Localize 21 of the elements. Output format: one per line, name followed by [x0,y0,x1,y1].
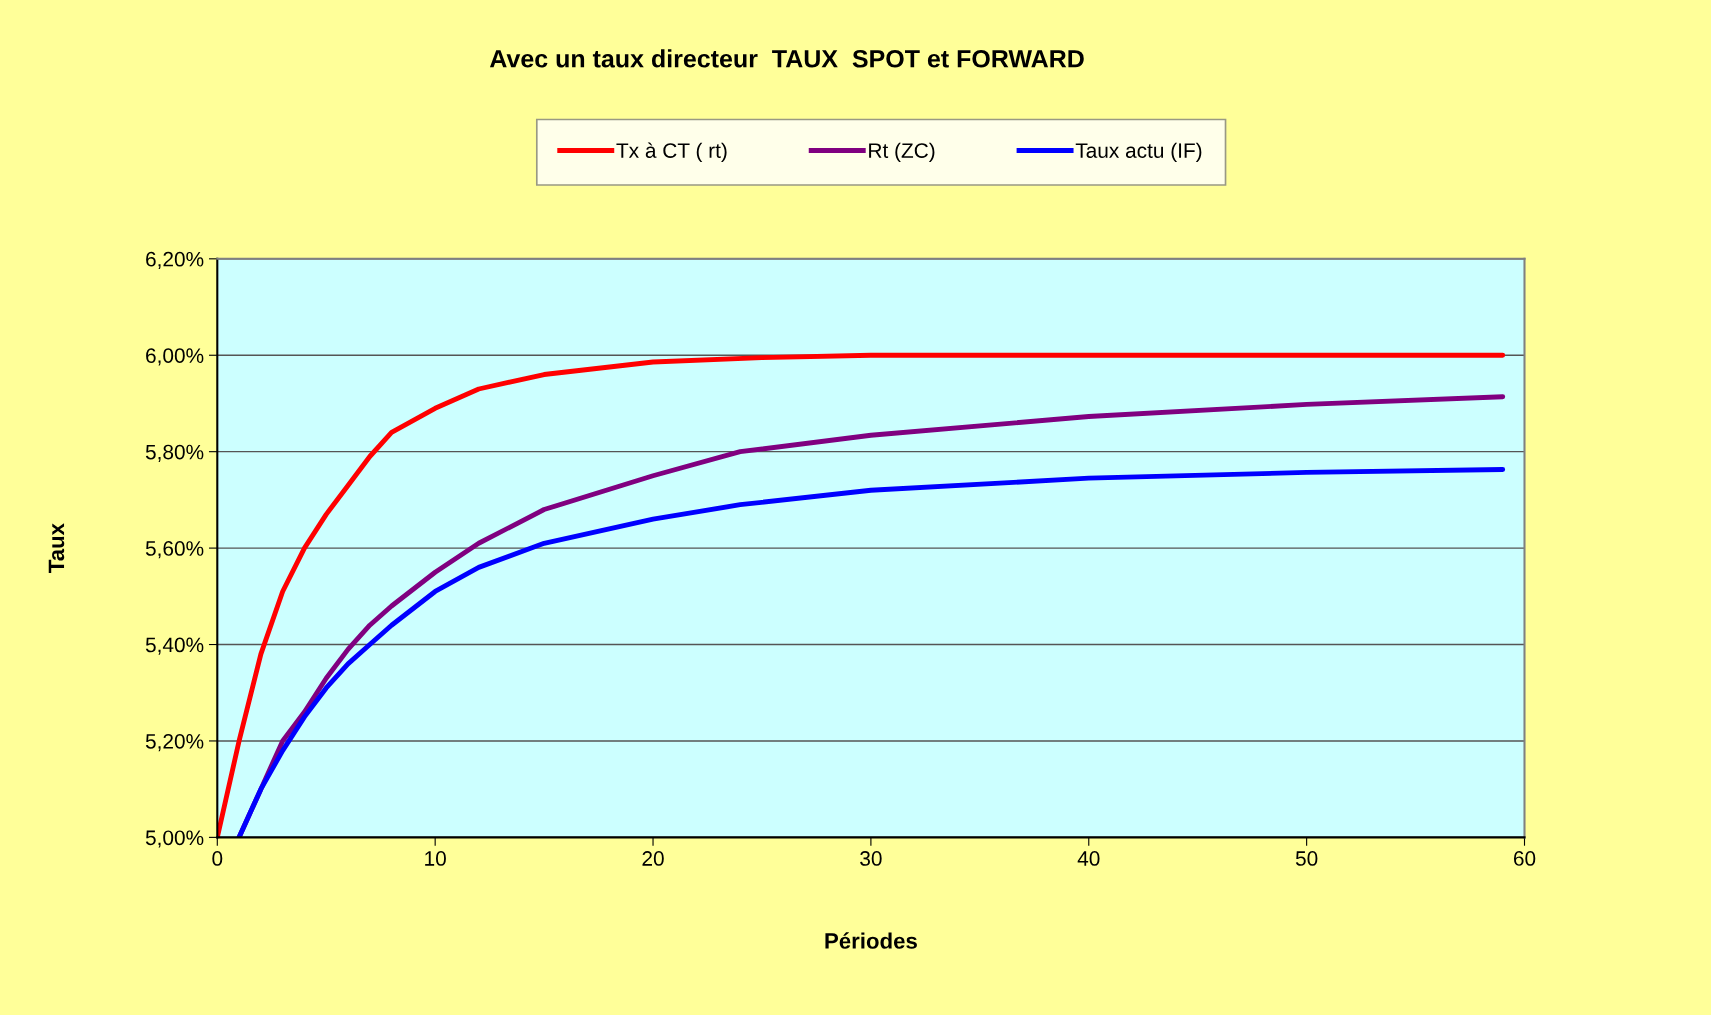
x-tick-label: 30 [860,851,882,866]
y-tick-label: 5,00% [145,830,204,848]
legend-label: Taux actu (IF) [1075,142,1202,163]
y-tick-label: 5,60% [145,541,204,559]
legend-label: Tx à CT ( rt) [616,142,727,163]
legend-label: Rt (ZC) [869,142,935,163]
x-tick-label: 20 [642,851,664,866]
chart-title: Avec un taux directeur TAUX SPOT et FORWARD [489,49,1084,68]
x-axis-title: Périodes [825,932,917,949]
x-tick-label: 40 [1077,851,1100,866]
x-tick-label: 10 [425,851,446,866]
y-tick-label: 6,20% [146,251,204,270]
y-axis-title: Taux [48,523,65,573]
y-tick-label: 5,20% [145,733,204,752]
x-tick-label: 50 [1295,851,1318,866]
line-series [236,467,1506,838]
x-tick-label: 60 [1513,851,1536,866]
y-tick-label: 5,40% [145,637,204,655]
y-tick-label: 5,80% [145,444,204,462]
x-tick-label: 0 [212,851,223,866]
y-tick-label: 6,00% [146,348,204,366]
